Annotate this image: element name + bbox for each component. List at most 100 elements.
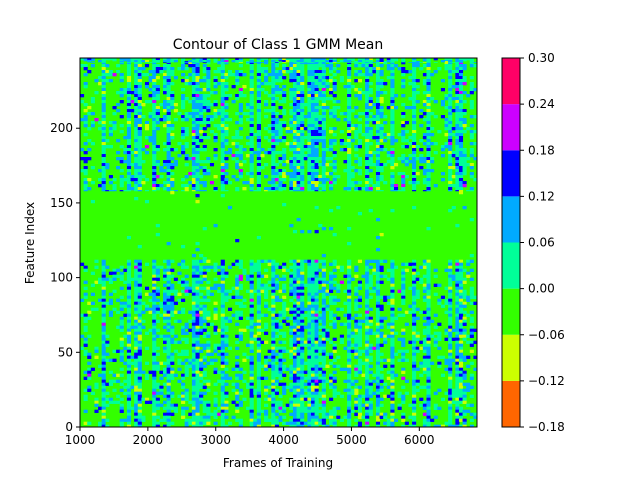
heatmap-cell	[321, 355, 326, 359]
heatmap-cell	[300, 316, 305, 320]
heatmap-cell	[163, 148, 168, 152]
heatmap-cell	[126, 316, 132, 320]
heatmap-cell	[404, 379, 409, 383]
heatmap-cell	[390, 406, 395, 410]
heatmap-cell	[271, 112, 276, 116]
heatmap-cell	[249, 64, 254, 68]
heatmap-cell	[282, 307, 287, 311]
heatmap-cell	[170, 91, 175, 95]
heatmap-cell	[310, 304, 316, 308]
heatmap-cell	[173, 319, 178, 323]
heatmap-cell	[458, 349, 464, 353]
heatmap-cell	[300, 379, 305, 383]
heatmap-cell	[256, 394, 261, 398]
heatmap-cell	[195, 370, 200, 374]
heatmap-cell	[397, 313, 402, 317]
heatmap-cell	[282, 262, 287, 266]
heatmap-cell	[249, 88, 254, 92]
heatmap-cell	[412, 292, 417, 296]
heatmap-cell	[155, 115, 160, 119]
heatmap-cell	[310, 352, 316, 356]
heatmap-cell	[444, 337, 449, 341]
heatmap-cell	[332, 154, 337, 158]
heatmap-cell	[271, 118, 276, 122]
heatmap-cell	[112, 307, 117, 311]
heatmap-cell	[412, 145, 417, 149]
heatmap-cell	[365, 124, 370, 128]
heatmap-cell	[130, 100, 135, 104]
heatmap-cell	[264, 364, 269, 368]
heatmap-cell	[224, 115, 229, 119]
heatmap-cell	[422, 103, 427, 107]
heatmap-cell	[314, 340, 319, 344]
heatmap-cell	[433, 424, 438, 428]
heatmap-cell	[314, 121, 319, 125]
heatmap-cell	[426, 349, 431, 353]
heatmap-cell	[296, 121, 301, 125]
heatmap-cell	[379, 385, 384, 389]
heatmap-cell	[347, 271, 352, 275]
heatmap-cell	[256, 316, 261, 320]
heatmap-cell	[134, 397, 139, 401]
heatmap-cell	[307, 145, 312, 149]
heatmap-cell	[166, 421, 171, 425]
heatmap-cell	[256, 67, 261, 71]
heatmap-cell	[249, 262, 254, 266]
heatmap-cell	[448, 292, 453, 296]
heatmap-cell	[455, 274, 460, 278]
heatmap-cell	[199, 130, 204, 134]
heatmap-cell	[426, 394, 431, 398]
heatmap-cell	[159, 70, 164, 74]
heatmap-cell	[365, 325, 370, 329]
heatmap-cell	[368, 118, 373, 122]
heatmap-cell	[249, 109, 254, 113]
heatmap-cell	[213, 148, 218, 152]
heatmap-cell	[466, 409, 471, 413]
heatmap-cell	[202, 148, 207, 152]
heatmap-cell	[368, 154, 373, 158]
heatmap-cell	[220, 397, 225, 401]
heatmap-cell	[220, 268, 225, 272]
heatmap-cell	[123, 151, 128, 155]
heatmap-cell	[173, 373, 178, 377]
heatmap-cell	[126, 385, 132, 389]
heatmap-cell	[422, 361, 427, 365]
heatmap-cell	[112, 379, 117, 383]
heatmap-cell	[134, 355, 139, 359]
heatmap-cell	[314, 346, 319, 350]
heatmap-cell	[202, 403, 207, 407]
heatmap-cell	[256, 82, 261, 86]
heatmap-cell	[375, 124, 381, 128]
heatmap-cell	[361, 274, 366, 278]
heatmap-cell	[412, 406, 417, 410]
heatmap-cell	[170, 403, 175, 407]
heatmap-cell	[134, 142, 139, 146]
heatmap-cell	[101, 343, 106, 347]
heatmap-cell	[271, 385, 276, 389]
heatmap-cell	[321, 412, 326, 416]
heatmap-cell	[238, 295, 243, 299]
heatmap-cell	[343, 112, 348, 116]
heatmap-cell	[404, 130, 409, 134]
heatmap-cell	[433, 268, 438, 272]
heatmap-cell	[256, 148, 261, 152]
heatmap-cell	[347, 94, 352, 98]
heatmap-cell	[347, 298, 352, 302]
heatmap-cell	[303, 370, 308, 374]
heatmap-cell	[343, 322, 348, 326]
heatmap-cell	[260, 340, 265, 344]
heatmap-cell	[354, 325, 359, 329]
heatmap-cell	[170, 301, 175, 305]
heatmap-cell	[365, 148, 370, 152]
heatmap-cell	[314, 64, 319, 68]
heatmap-cell	[375, 151, 381, 155]
heatmap-cell	[321, 76, 326, 80]
heatmap-cell	[347, 109, 352, 113]
heatmap-cell	[368, 319, 373, 323]
heatmap-cell	[199, 277, 204, 281]
heatmap-cell	[256, 265, 261, 269]
heatmap-cell	[426, 145, 431, 149]
heatmap-cell	[282, 358, 287, 362]
heatmap-cell	[386, 154, 391, 158]
heatmap-cell	[170, 289, 175, 293]
